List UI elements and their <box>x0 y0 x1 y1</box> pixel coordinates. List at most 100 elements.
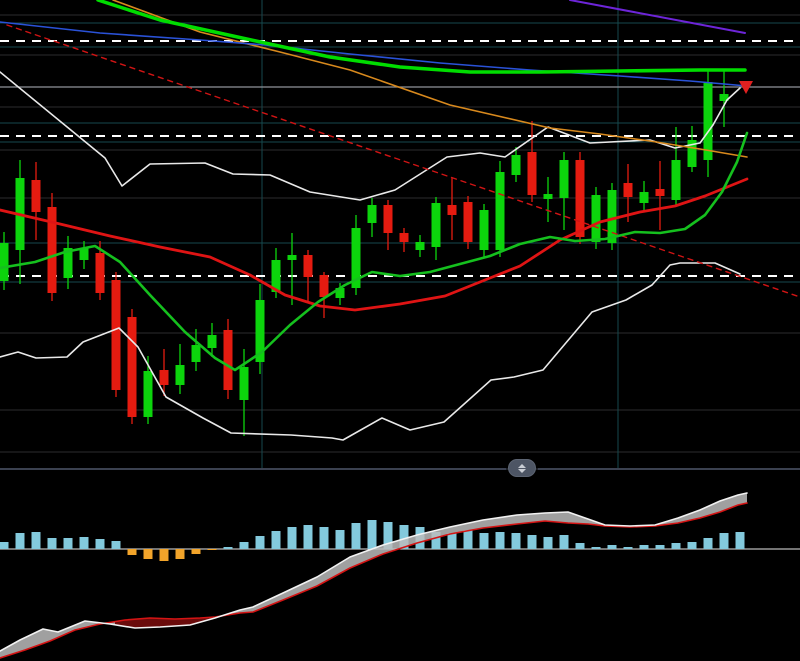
histogram-bar-up <box>63 538 73 549</box>
histogram-bar-down <box>191 549 201 554</box>
histogram-bar-up <box>527 535 537 549</box>
histogram-bar-up <box>47 538 57 549</box>
red-slow-ma <box>0 177 749 312</box>
histogram-bar-up <box>639 545 649 549</box>
candle-body <box>287 255 297 260</box>
histogram-bar-up <box>79 537 89 549</box>
histogram-bar-up <box>399 525 409 549</box>
histogram-bar-up <box>623 547 633 549</box>
histogram-bar-up <box>687 542 697 549</box>
histogram-bar-up <box>15 533 25 549</box>
candle-body <box>63 248 73 278</box>
histogram-bar-up <box>479 533 489 549</box>
histogram-bar-up <box>303 525 313 549</box>
histogram-bar-up <box>255 536 265 549</box>
candle-body <box>719 94 729 101</box>
ribbon-bottom-line <box>0 502 748 659</box>
candle-body <box>543 194 553 199</box>
candle-body <box>175 365 185 385</box>
histogram-bar-up <box>559 535 569 549</box>
candle-body <box>511 155 521 175</box>
candle-body <box>399 233 409 242</box>
candle-body <box>479 210 489 250</box>
candle-body <box>255 300 265 362</box>
histogram-bar-up <box>383 522 393 549</box>
histogram-bar-up <box>31 532 41 549</box>
candle-body <box>335 288 345 298</box>
histogram-bar-up <box>575 543 585 549</box>
blue-ma-line <box>0 21 748 87</box>
red-dashed-trendline <box>6 24 800 298</box>
thick-green-line <box>96 0 747 74</box>
histogram-bar-up <box>671 543 681 549</box>
histogram-bar-up <box>271 531 281 549</box>
candle-body <box>207 335 217 348</box>
last-price-marker-icon <box>739 81 753 94</box>
candle-body <box>239 367 249 400</box>
candle-body <box>687 140 697 167</box>
candle-body <box>527 152 537 195</box>
histogram-bar-down <box>175 549 185 559</box>
candle-body <box>111 280 121 390</box>
histogram-bar-up <box>463 530 473 549</box>
pane-collapse-button[interactable] <box>508 459 536 477</box>
candle-body <box>31 180 41 212</box>
candle-body <box>623 183 633 197</box>
histogram-bar-up <box>511 533 521 549</box>
candle-body <box>591 195 601 242</box>
histogram-bar-up <box>495 532 505 549</box>
histogram-bar-up <box>703 538 713 549</box>
candle-body <box>303 255 313 277</box>
histogram-bar-up <box>223 547 233 549</box>
purple-trendline <box>569 0 746 34</box>
chevron-down-icon <box>518 468 526 473</box>
candle-body <box>463 202 473 242</box>
green-fast-ma <box>0 131 749 372</box>
histogram-bar-up <box>431 532 441 549</box>
candle-body <box>351 228 361 288</box>
candle-body <box>223 330 233 390</box>
candle-body <box>79 248 89 260</box>
candle-body <box>431 203 441 247</box>
histogram-bar-up <box>591 547 601 549</box>
histogram-bar-up <box>735 532 745 549</box>
candle-body <box>607 190 617 243</box>
candle-body <box>495 172 505 250</box>
orange-ma-line <box>112 0 748 158</box>
histogram-bar-up <box>319 527 329 549</box>
histogram-bar-up <box>0 542 9 549</box>
histogram-bar-up <box>607 545 617 549</box>
lower-bollinger-band <box>0 262 741 441</box>
chevron-up-icon <box>518 463 526 468</box>
candle-body <box>447 205 457 215</box>
candle-body <box>159 370 169 385</box>
histogram-bar-up <box>655 545 665 549</box>
histogram-bar-up <box>367 520 377 549</box>
candle-body <box>559 160 569 198</box>
ribbon-top-line <box>0 492 748 652</box>
upper-bollinger-band <box>0 71 741 201</box>
histogram-bar-up <box>335 530 345 549</box>
candle-body <box>271 260 281 292</box>
candle-body <box>367 205 377 223</box>
histogram-bar-up <box>351 523 361 549</box>
histogram-bar-up <box>719 533 729 549</box>
candle-body <box>191 345 201 362</box>
candle-body <box>319 275 329 297</box>
histogram-bar-up <box>447 533 457 549</box>
candle-body <box>575 160 585 237</box>
histogram-bar-up <box>111 541 121 549</box>
candle-body <box>0 243 9 281</box>
histogram-bar-up <box>239 542 249 549</box>
histogram-bar-down <box>143 549 153 559</box>
histogram-bar-down <box>159 549 169 561</box>
histogram-bar-down <box>207 549 217 550</box>
candle-body <box>655 189 665 196</box>
candle-body <box>143 371 153 417</box>
candle-body <box>127 317 137 417</box>
histogram-bar-up <box>287 527 297 549</box>
histogram-bar-up <box>543 537 553 549</box>
histogram-bar-down <box>127 549 137 555</box>
